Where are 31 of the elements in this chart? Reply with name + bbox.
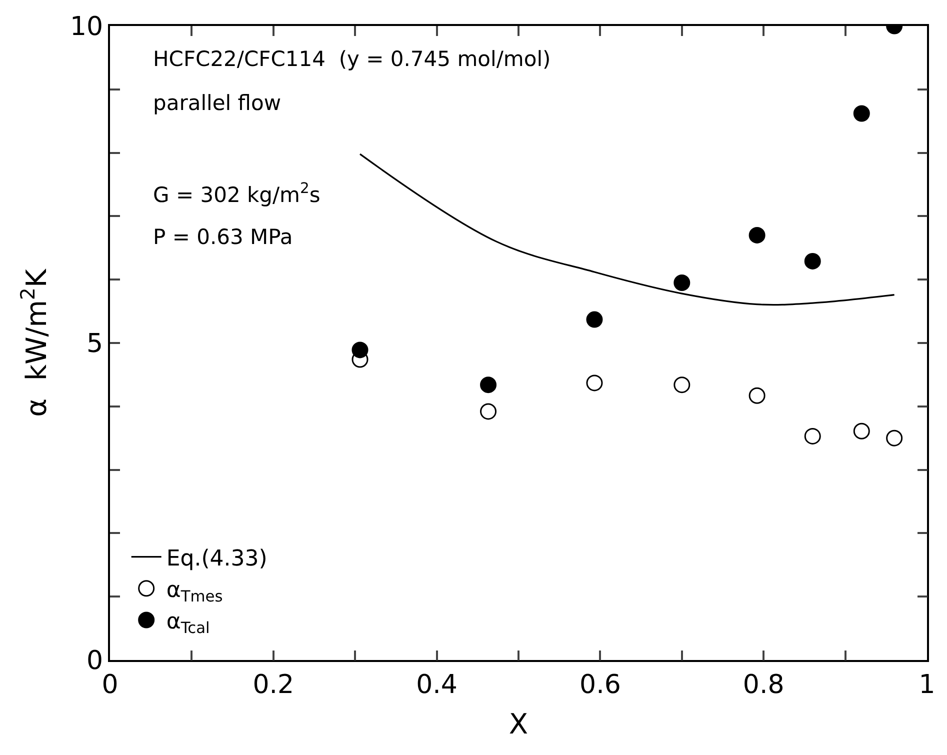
legend-label: α$_{Tmes}$ bbox=[166, 578, 223, 606]
annotation: parallel flow bbox=[153, 91, 282, 115]
x-tick-label: 0.4 bbox=[416, 670, 458, 700]
point bbox=[748, 387, 766, 404]
point bbox=[352, 342, 368, 358]
legend-label: Eq.(4.33) bbox=[166, 546, 268, 572]
y-tick-label: 0 bbox=[86, 646, 104, 676]
y-tick-label: 5 bbox=[86, 329, 104, 360]
point bbox=[804, 428, 821, 444]
point bbox=[586, 311, 603, 328]
point bbox=[480, 403, 497, 420]
point bbox=[804, 252, 821, 270]
legend-label: α$_{Tcal}$ bbox=[166, 610, 210, 638]
y-tick-label: 10 bbox=[70, 12, 104, 42]
point bbox=[748, 226, 766, 244]
x-axis-title: X bbox=[508, 708, 528, 741]
annotation: HCFC22/CFC114 (y = 0.745 mol/mol) bbox=[153, 47, 551, 71]
x-tick-label: 0.2 bbox=[252, 670, 294, 700]
point bbox=[586, 374, 603, 392]
x-tick-label: 0.8 bbox=[742, 670, 784, 700]
point bbox=[853, 105, 870, 122]
line-series bbox=[359, 153, 896, 306]
point bbox=[674, 274, 690, 292]
annotation: P = 0.63 MPa bbox=[153, 225, 293, 249]
x-tick-label: 0.6 bbox=[580, 670, 621, 700]
point bbox=[886, 430, 903, 446]
point bbox=[674, 376, 690, 394]
point bbox=[853, 422, 870, 440]
x-tick-label: 1 bbox=[918, 670, 936, 700]
point bbox=[480, 376, 497, 394]
annotation: G = 302 kg/m$^{2}$s bbox=[153, 180, 320, 207]
